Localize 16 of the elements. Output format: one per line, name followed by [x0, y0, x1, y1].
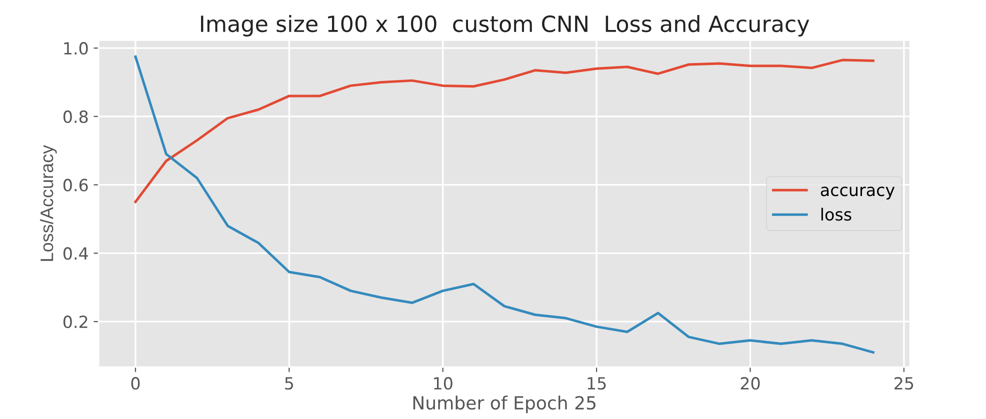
x-tick-label: 20 — [740, 377, 760, 390]
x-tick-label: 5 — [285, 377, 294, 390]
y-tick-label: 1.0 — [64, 42, 88, 55]
legend-label: accuracy — [820, 186, 895, 200]
chart-title: Image size 100 x 100 custom CNN Loss and Accuracy — [201, 15, 810, 37]
x-tick-label: 0 — [131, 377, 140, 390]
y-tick-label: 0.6 — [63, 178, 88, 192]
x-axis-title: Number of Epoch 25 — [413, 396, 596, 414]
legend-label: loss — [821, 208, 852, 221]
y-tick-label: 0.2 — [63, 316, 88, 328]
y-tick-label: 0.4 — [63, 247, 88, 260]
x-tick-label: 15 — [588, 377, 606, 390]
x-tick-label: 25 — [894, 377, 914, 390]
x-tick-label: 10 — [434, 377, 452, 390]
y-axis-title: Loss/Accuracy — [40, 144, 57, 261]
y-tick-label: 0.8 — [63, 110, 88, 124]
